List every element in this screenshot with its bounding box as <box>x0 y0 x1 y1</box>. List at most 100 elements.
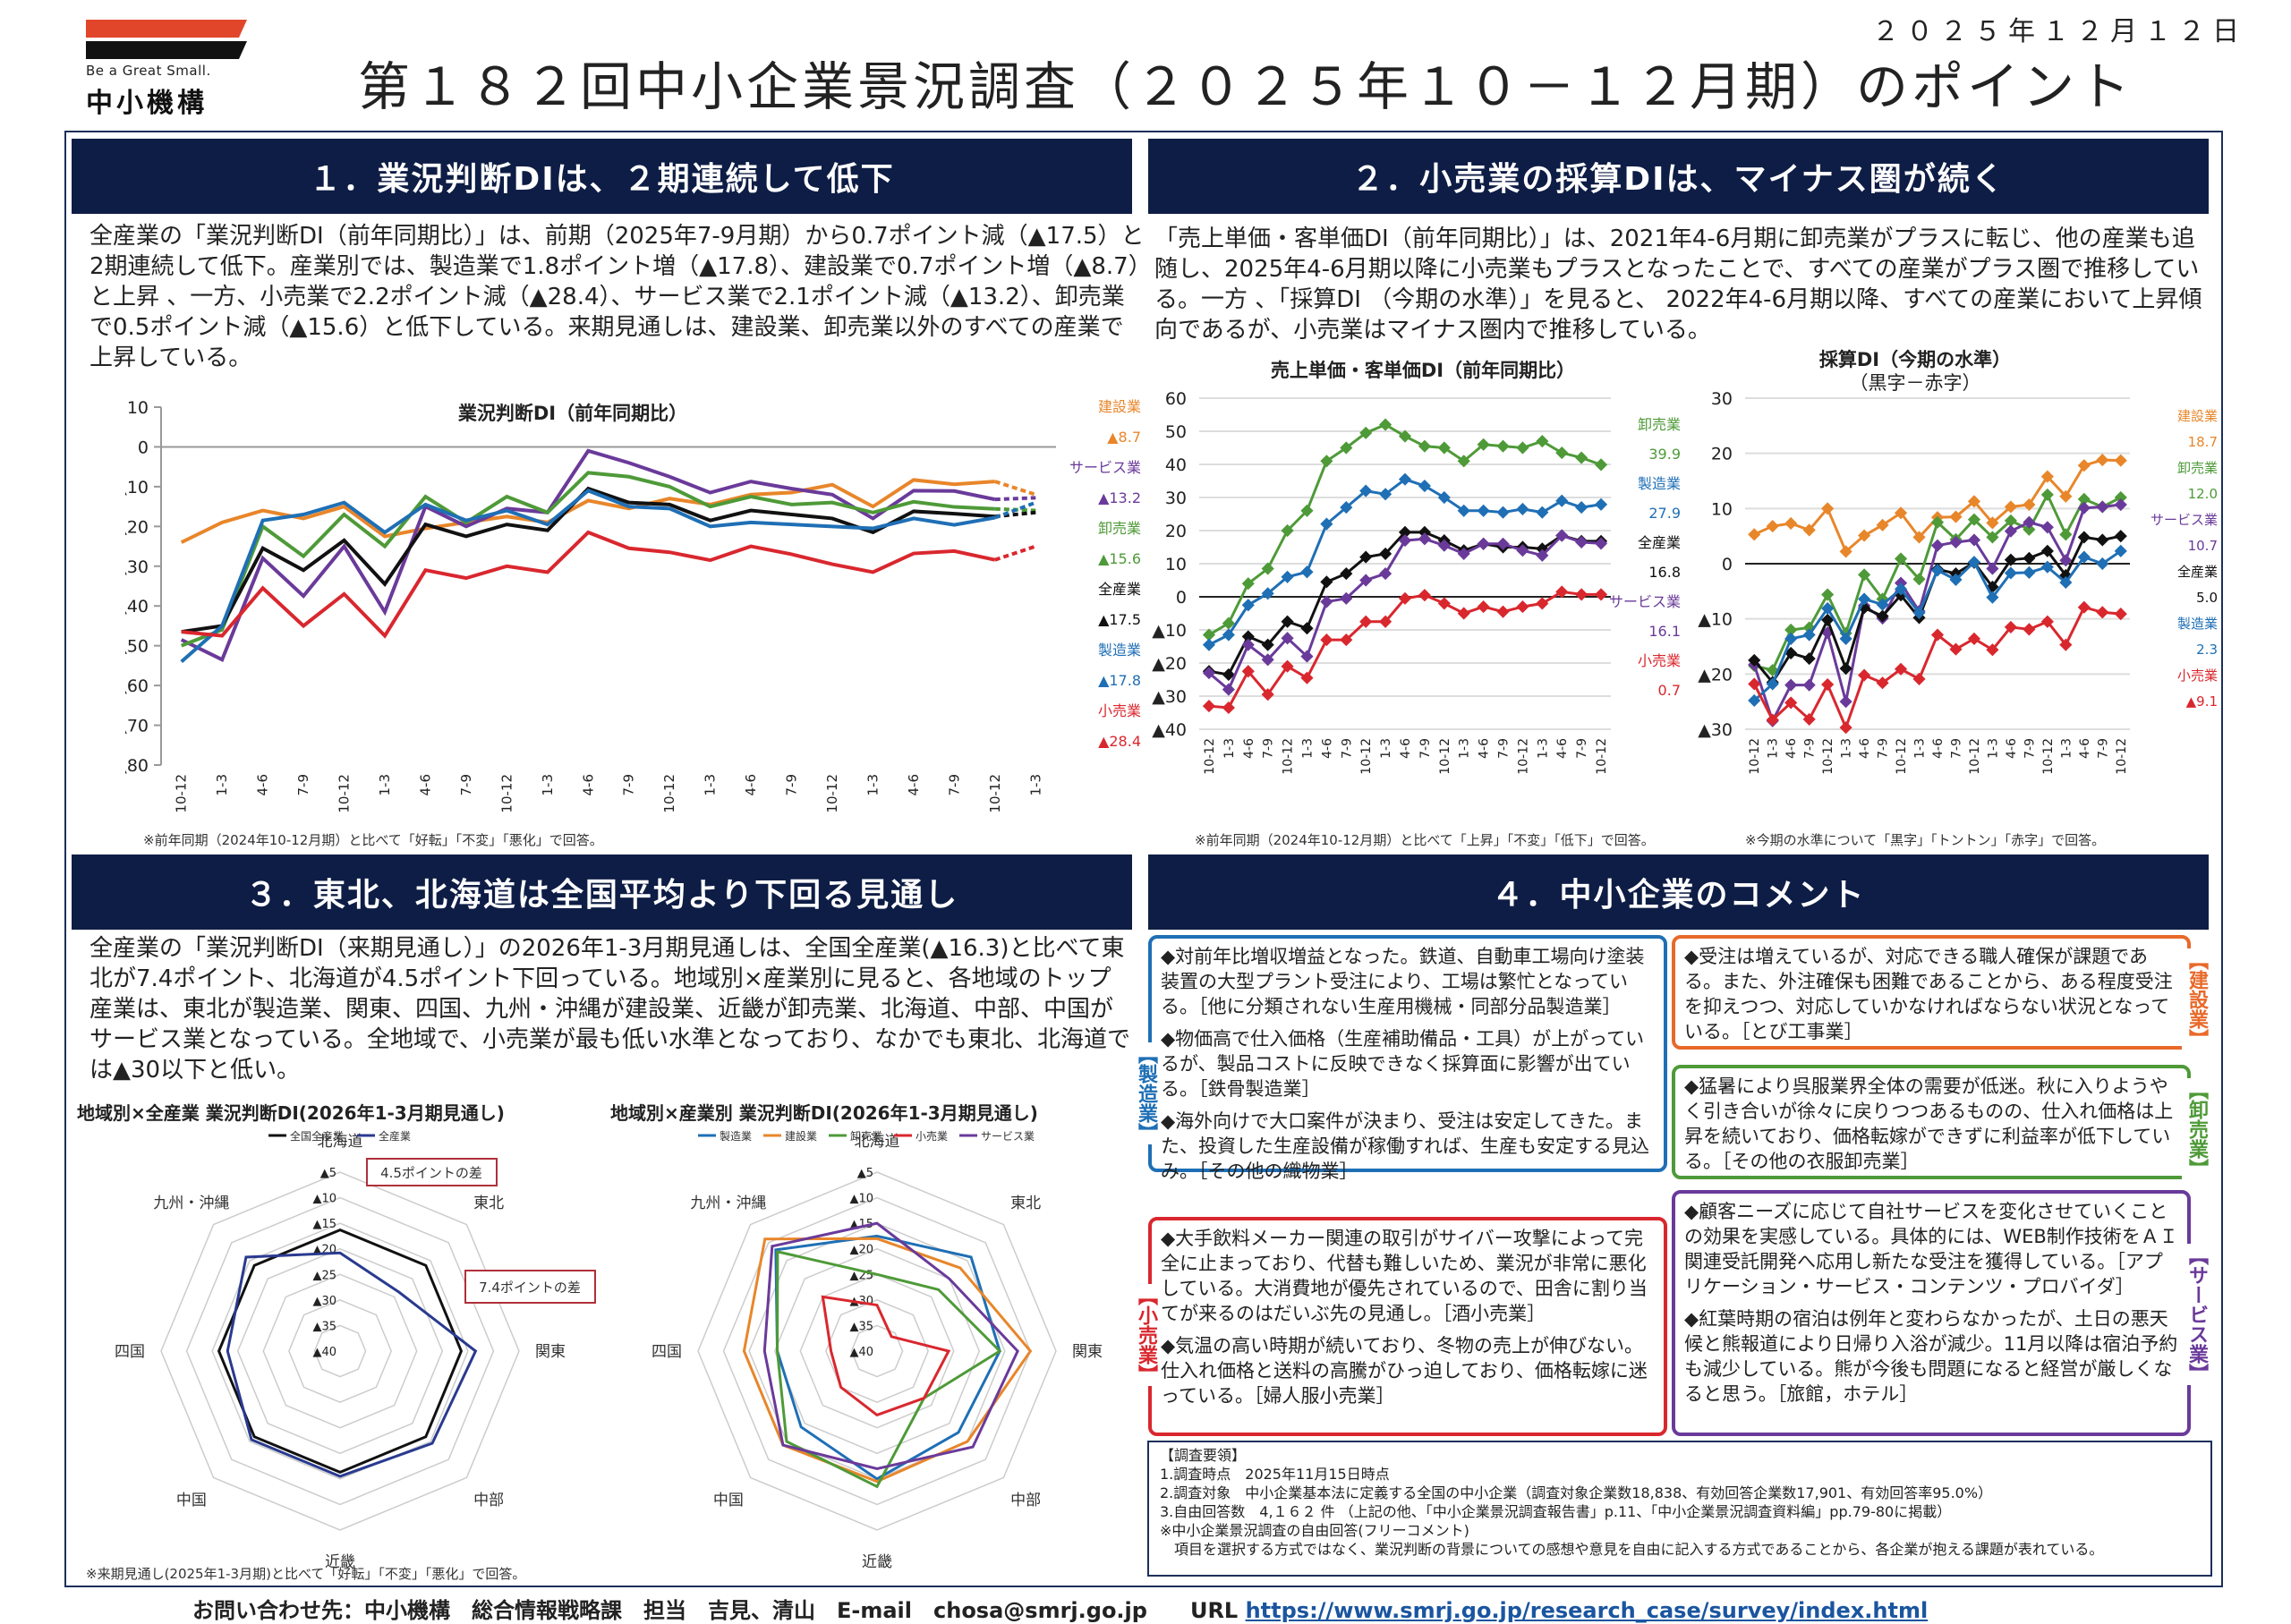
radar-region-all-industry: ▲5▲10▲15▲20▲25▲30▲35▲40北海道東北関東中部近畿中国四国九州… <box>115 1129 596 1570</box>
svg-text:7-9: 7-9 <box>1877 738 1891 759</box>
svg-text:▲9.1: ▲9.1 <box>2186 693 2218 710</box>
svg-text:▲20: ▲20 <box>125 517 149 537</box>
svg-text:1-3: 1-3 <box>1300 738 1315 759</box>
svg-text:10.7: 10.7 <box>2188 538 2218 554</box>
svg-text:50: 50 <box>1165 422 1187 442</box>
svg-text:▲60: ▲60 <box>125 676 149 696</box>
svg-text:10: 10 <box>1711 499 1733 519</box>
svg-text:10-12: 10-12 <box>336 774 353 813</box>
svg-text:サービス業: サービス業 <box>2150 512 2218 528</box>
svg-text:北海道: 北海道 <box>318 1133 363 1151</box>
svg-text:7.4ポイントの差: 7.4ポイントの差 <box>479 1280 581 1296</box>
label-retail: 【小売業】 <box>1131 1284 1160 1386</box>
svg-text:▲70: ▲70 <box>125 717 149 736</box>
svg-text:0.7: 0.7 <box>1658 682 1681 699</box>
chart3-title: 採算DI（今期の水準） <box>1818 349 2012 370</box>
comment-box-wholesale: ◆猛暑により呉服業界全体の需要が低迷。秋に入りようやく引き合いが徐々に戻りつつあ… <box>1672 1065 2191 1179</box>
comment-box-services: ◆顧客ニーズに応じて自社サービスを変化させていくことの効果を実感している。具体的… <box>1672 1190 2191 1436</box>
label-services: 【サービス業】 <box>2182 1244 2210 1385</box>
svg-text:10-12: 10-12 <box>1282 738 1296 775</box>
svg-text:卸売業: 卸売業 <box>1638 416 1681 433</box>
radar-region-by-industry: ▲5▲10▲15▲20▲25▲30▲35▲40北海道東北関東中部近畿中国四国九州… <box>652 1129 1103 1570</box>
svg-text:7-9: 7-9 <box>1340 738 1354 759</box>
svg-text:全産業: 全産業 <box>2177 564 2218 580</box>
radar-note: ※来期見通し(2025年1-3月期)と比べて「好転」「不変」「悪化」で回答。 <box>86 1566 526 1582</box>
svg-text:▲40: ▲40 <box>125 597 149 616</box>
comment-item: ◆気温の高い時期が続いており、冬物の売上が伸びない。仕入れ価格と送料の高騰がひっ… <box>1161 1335 1648 1407</box>
svg-text:小売業: 小売業 <box>916 1129 948 1143</box>
survey-line: 2.調査対象 中小企業基本法に定義する全国の中小企業（調査対象企業数18,838… <box>1160 1484 1993 1501</box>
svg-text:▲28.4: ▲28.4 <box>1098 733 1141 750</box>
survey-line: 3.自由回答数 4,１６２ 件 （上記の他、「中小企業景況調査報告書」p.11、… <box>1160 1503 1952 1520</box>
svg-text:▲10: ▲10 <box>312 1193 336 1206</box>
svg-text:全産業: 全産業 <box>1638 534 1681 551</box>
svg-text:10-12: 10-12 <box>1203 738 1217 775</box>
comment-box-retail: ◆大手飲料メーカー関連の取引がサイバー攻撃によって完全に止まっており、代替も難し… <box>1148 1217 1667 1436</box>
section2-heading: ２．小売業の採算DIは、マイナス圏が続く <box>1148 139 2209 214</box>
svg-text:▲30: ▲30 <box>1152 687 1187 707</box>
svg-text:7-9: 7-9 <box>2096 738 2110 759</box>
svg-text:7-9: 7-9 <box>1497 738 1512 759</box>
svg-text:1-3: 1-3 <box>1840 738 1854 759</box>
label-manufacturing: 【製造業】 <box>1131 1042 1160 1144</box>
label-construction: 【建設業】 <box>2182 948 2210 1050</box>
svg-text:4-6: 4-6 <box>1399 738 1413 759</box>
svg-text:▲30: ▲30 <box>1698 720 1733 740</box>
svg-text:30: 30 <box>1711 389 1733 409</box>
svg-text:39.9: 39.9 <box>1648 446 1681 463</box>
svg-text:4-6: 4-6 <box>1858 738 1872 759</box>
svg-text:九州・沖縄: 九州・沖縄 <box>153 1195 229 1212</box>
svg-text:中国: 中国 <box>176 1492 207 1509</box>
logo-org-name: 中小機構 <box>86 88 208 119</box>
svg-text:小売業: 小売業 <box>1098 702 1141 719</box>
svg-text:▲40: ▲40 <box>312 1346 336 1359</box>
label-wholesale: 【卸売業】 <box>2182 1078 2210 1180</box>
svg-text:1-3: 1-3 <box>864 774 881 796</box>
svg-text:7-9: 7-9 <box>2023 738 2037 759</box>
svg-text:▲5: ▲5 <box>320 1167 336 1180</box>
section2-text: 「売上単価・客単価DI（前年同期比）」は、2021年4-6月期に卸売業がプラスに… <box>1154 225 2202 344</box>
comment-item: ◆対前年比増収増益となった。鉄道、自動車工場向け塗装装置の大型プラント受注により… <box>1161 946 1645 1017</box>
svg-text:▲40: ▲40 <box>1152 720 1187 740</box>
svg-text:10-12: 10-12 <box>661 774 677 813</box>
svg-text:建設業: 建設業 <box>2177 408 2218 424</box>
svg-text:16.8: 16.8 <box>1648 564 1681 581</box>
svg-text:▲20: ▲20 <box>1152 654 1187 674</box>
svg-text:小売業: 小売業 <box>2177 667 2218 684</box>
svg-text:▲40: ▲40 <box>849 1346 873 1359</box>
logo-black-stripe <box>86 41 247 59</box>
svg-text:7-9: 7-9 <box>1262 738 1276 759</box>
svg-text:10: 10 <box>127 398 149 418</box>
svg-text:20: 20 <box>1165 522 1187 541</box>
svg-text:4-6: 4-6 <box>906 774 922 796</box>
svg-text:12.0: 12.0 <box>2188 486 2218 502</box>
svg-text:10-12: 10-12 <box>1895 738 1909 775</box>
svg-text:1-3: 1-3 <box>1222 738 1237 759</box>
section1-text: 全産業の「業況判断DI（前年同期比）」は、前期（2025年7-9月期）から0.7… <box>89 223 1145 371</box>
svg-text:7-9: 7-9 <box>458 774 474 796</box>
svg-text:サービス業: サービス業 <box>1069 459 1141 476</box>
svg-text:1-3: 1-3 <box>1027 774 1043 796</box>
svg-text:0: 0 <box>1722 555 1733 574</box>
chart-unit-price-di: 60 50 40 30 20 10 0 ▲10 ▲20 ▲30 ▲40 10-12 1-3 4-6 7-9 1… <box>1152 389 1681 775</box>
chart2-note: ※前年同期（2024年10-12月期）と比べて「上昇」「不変」「低下」で回答。 <box>1195 832 1655 848</box>
svg-text:サービス業: サービス業 <box>981 1130 1035 1143</box>
svg-text:製造業: 製造業 <box>1638 475 1681 492</box>
svg-text:60: 60 <box>1165 389 1187 409</box>
svg-text:1-3: 1-3 <box>1767 738 1781 759</box>
survey-title: 【調査要領】 <box>1160 1447 1247 1464</box>
svg-text:1-3: 1-3 <box>703 774 719 796</box>
svg-text:北海道: 北海道 <box>855 1133 900 1151</box>
svg-text:7-9: 7-9 <box>1575 738 1589 759</box>
survey-line: 1.調査時点 2025年11月15日時点 <box>1160 1466 1390 1483</box>
svg-text:1-3: 1-3 <box>1986 738 2000 759</box>
comment-item: ◆物価高で仕入価格（生産補助備品・工具）が上がっているが、製品コストに反映できな… <box>1161 1028 1645 1100</box>
survey-url-link[interactable]: https://www.smrj.go.jp/research_case/sur… <box>1245 1598 1929 1623</box>
svg-text:▲35: ▲35 <box>312 1320 336 1333</box>
comment-item: ◆海外向けで大口案件が決まり、受注は安定してきた。また、投資した生産設備が稼働す… <box>1161 1110 1649 1182</box>
svg-text:1-3: 1-3 <box>1458 738 1472 759</box>
svg-text:1-3: 1-3 <box>377 774 393 796</box>
svg-text:1-3: 1-3 <box>1913 738 1928 759</box>
svg-text:近畿: 近畿 <box>862 1553 892 1570</box>
svg-text:1-3: 1-3 <box>2059 738 2074 759</box>
